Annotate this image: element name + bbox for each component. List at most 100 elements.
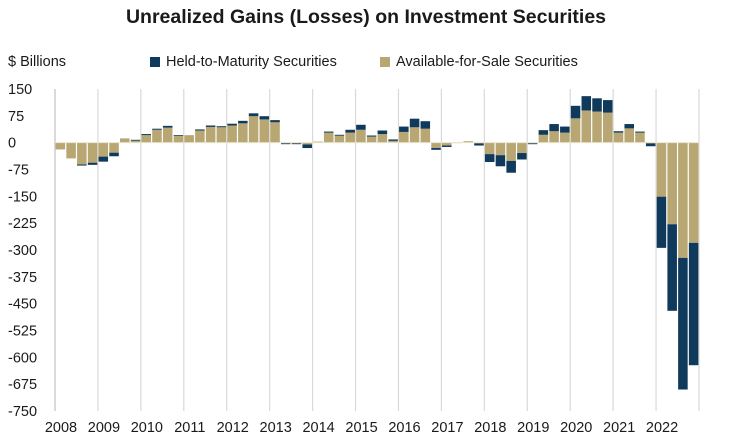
- x-tick-label: 2013: [260, 420, 292, 436]
- x-tick-label: 2021: [603, 420, 635, 436]
- x-tick-label: 2015: [345, 420, 377, 436]
- bar-held-to-maturity: [484, 154, 495, 162]
- bar-available-for-sale: [399, 131, 409, 143]
- bar-available-for-sale: [173, 135, 184, 143]
- bar-available-for-sale: [184, 135, 194, 143]
- bar-held-to-maturity: [334, 134, 345, 136]
- y-tick-label: 75: [8, 109, 24, 125]
- y-tick-label: 0: [8, 136, 16, 152]
- bar-held-to-maturity: [560, 126, 570, 133]
- y-tick-label: -375: [8, 270, 37, 286]
- bar-held-to-maturity: [399, 126, 409, 132]
- x-tick-label: 2016: [388, 420, 420, 436]
- bar-available-for-sale: [388, 140, 398, 143]
- bar-available-for-sale: [603, 112, 613, 143]
- chart-title: Unrealized Gains (Losses) on Investment …: [125, 6, 607, 28]
- bar-held-to-maturity: [366, 135, 377, 137]
- bar-available-for-sale: [678, 142, 688, 258]
- bar-held-to-maturity: [613, 131, 624, 133]
- bar-available-for-sale: [120, 138, 130, 143]
- bar-available-for-sale: [409, 127, 420, 143]
- bar-held-to-maturity: [345, 129, 355, 133]
- bar-held-to-maturity: [517, 153, 527, 160]
- bar-held-to-maturity: [195, 129, 205, 131]
- bar-held-to-maturity: [77, 164, 87, 166]
- bar-held-to-maturity: [506, 160, 516, 173]
- bar-held-to-maturity: [624, 124, 634, 129]
- bar-available-for-sale: [356, 129, 366, 143]
- x-tick-label: 2012: [217, 420, 249, 436]
- bar-held-to-maturity: [173, 135, 184, 136]
- bar-held-to-maturity: [688, 242, 699, 366]
- bar-held-to-maturity: [474, 143, 484, 146]
- bar-held-to-maturity: [592, 98, 602, 112]
- bar-held-to-maturity: [678, 257, 688, 390]
- bar-available-for-sale: [130, 140, 141, 143]
- bar-held-to-maturity: [216, 126, 227, 128]
- bar-held-to-maturity: [667, 224, 677, 311]
- bar-available-for-sale: [152, 129, 162, 143]
- bar-available-for-sale: [366, 136, 377, 143]
- bar-available-for-sale: [195, 130, 205, 143]
- bar-held-to-maturity: [87, 162, 98, 165]
- bar-held-to-maturity: [549, 124, 559, 132]
- bar-available-for-sale: [656, 142, 667, 197]
- bar-available-for-sale: [624, 128, 634, 143]
- legend-swatch-htm: [150, 57, 160, 67]
- bar-available-for-sale: [323, 132, 334, 143]
- x-tick-label: 2022: [646, 420, 678, 436]
- bar-available-for-sale: [227, 125, 237, 143]
- bar-held-to-maturity: [388, 139, 398, 141]
- bar-held-to-maturity: [162, 125, 173, 128]
- bar-available-for-sale: [162, 127, 173, 143]
- bar-available-for-sale: [313, 141, 323, 143]
- bar-held-to-maturity: [645, 143, 656, 147]
- y-tick-label: -525: [8, 324, 37, 340]
- x-tick-label: 2010: [131, 420, 163, 436]
- bar-held-to-maturity: [635, 131, 645, 133]
- bar-held-to-maturity: [281, 143, 291, 145]
- bar-available-for-sale: [216, 127, 227, 143]
- y-tick-label: -675: [8, 377, 37, 393]
- bar-held-to-maturity: [130, 139, 141, 141]
- bar-available-for-sale: [109, 142, 119, 153]
- bar-available-for-sale: [87, 142, 98, 163]
- bar-available-for-sale: [259, 119, 270, 143]
- bar-available-for-sale: [431, 142, 441, 149]
- x-tick-label: 2014: [302, 420, 334, 436]
- bar-held-to-maturity: [98, 156, 109, 162]
- x-tick-label: 2020: [560, 420, 592, 436]
- bar-held-to-maturity: [603, 100, 613, 113]
- y-axis-label: $ Billions: [8, 54, 67, 70]
- bar-held-to-maturity: [270, 120, 280, 123]
- x-tick-label: 2009: [88, 420, 120, 436]
- bar-held-to-maturity: [377, 130, 388, 135]
- bar-available-for-sale: [302, 142, 312, 145]
- bar-available-for-sale: [377, 134, 388, 143]
- legend-item-htm: Held-to-Maturity Securities: [150, 54, 337, 70]
- bar-available-for-sale: [141, 135, 151, 143]
- bar-available-for-sale: [420, 128, 431, 143]
- bar-held-to-maturity: [259, 116, 270, 120]
- bar-held-to-maturity: [442, 145, 452, 147]
- bar-available-for-sale: [581, 110, 592, 143]
- bar-held-to-maturity: [248, 113, 259, 117]
- x-tick-label: 2018: [474, 420, 506, 436]
- bar-available-for-sale: [270, 122, 280, 143]
- bar-held-to-maturity: [238, 120, 248, 124]
- bar-available-for-sale: [517, 142, 527, 154]
- bar-available-for-sale: [442, 142, 452, 146]
- bar-available-for-sale: [560, 132, 570, 143]
- bar-held-to-maturity: [527, 143, 538, 145]
- bar-available-for-sale: [484, 142, 495, 155]
- y-tick-label: -75: [8, 163, 29, 179]
- y-tick-label: 150: [8, 82, 32, 98]
- legend-item-afs: Available-for-Sale Securities: [380, 54, 578, 70]
- legend-label-afs: Available-for-Sale Securities: [396, 54, 578, 70]
- y-tick-label: -750: [8, 404, 37, 420]
- x-tick-label: 2017: [431, 420, 463, 436]
- x-tick-label: 2019: [517, 420, 549, 436]
- bar-held-to-maturity: [356, 124, 366, 130]
- bar-available-for-sale: [570, 118, 581, 143]
